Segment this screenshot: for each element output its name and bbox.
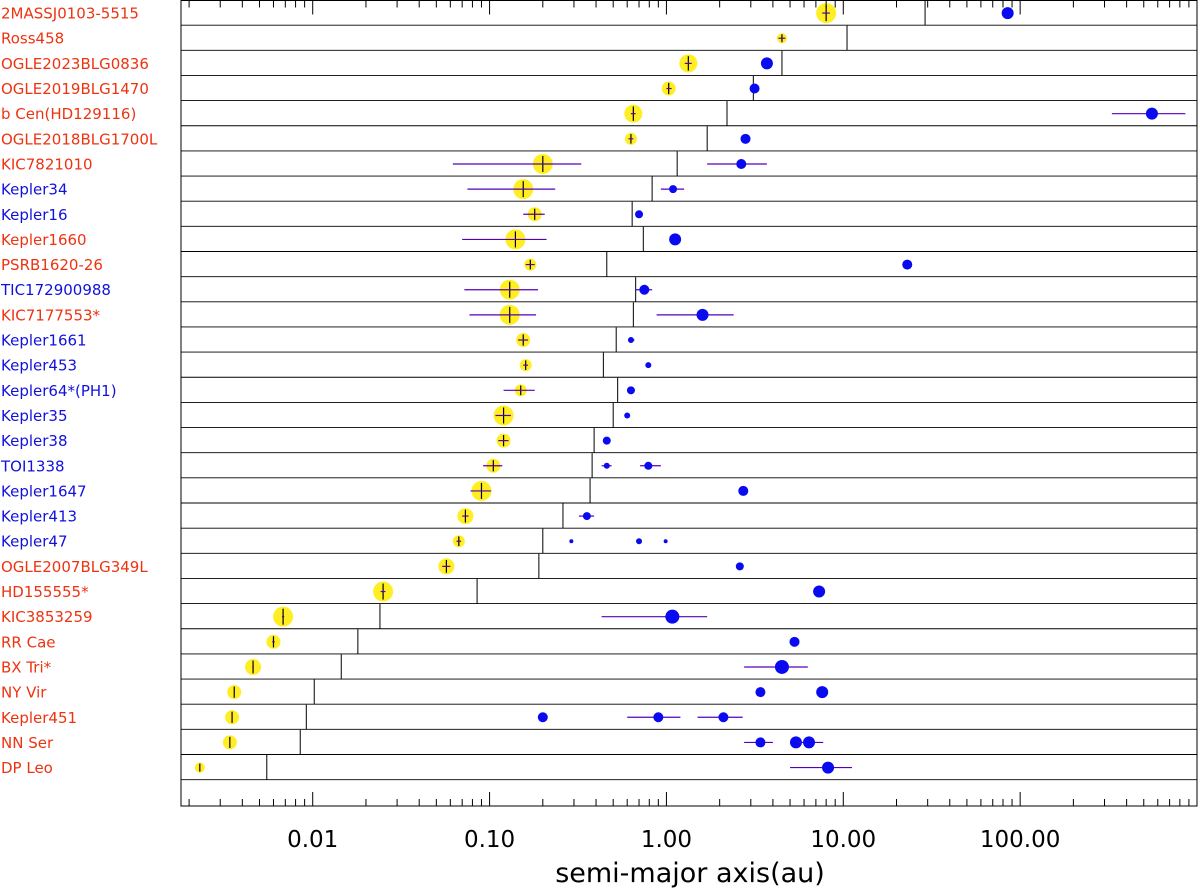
planet-marker [813,585,826,598]
x-tick-label: 100.00 [980,827,1060,853]
x-tick-label: 10.00 [810,827,876,853]
system-label: Kepler35 [1,407,68,425]
x-tick-label: 1.00 [641,827,692,853]
system-label: NN Ser [1,734,54,752]
data-marks [194,3,1186,774]
planet-marker [738,485,749,496]
planet-marker [569,539,574,544]
planet-marker [602,436,611,445]
system-label: NY Vir [1,684,47,702]
planet-marker [902,259,913,270]
planet-marker [735,562,744,571]
system-label: 2MASSJ0103-5515 [1,5,139,23]
system-label: Kepler1661 [1,332,87,350]
x-axis-title: semi-major axis(au) [555,858,825,889]
planet-marker [624,412,631,419]
system-label: OGLE2019BLG1470 [1,80,149,98]
system-label: KIC7177553* [1,306,101,324]
planet-marker [696,308,709,321]
system-label: Kepler16 [1,206,68,224]
planet-marker [653,712,664,723]
system-label: Kepler38 [1,432,68,450]
x-tick-label: 0.01 [287,827,338,853]
system-label: b Cen(HD129116) [1,105,136,123]
system-label: BX Tri* [1,658,52,676]
planet-marker [663,539,668,544]
planet-marker [644,461,653,470]
system-label: Kepler413 [1,508,77,526]
system-label: OGLE2007BLG349L [1,558,148,576]
system-label: RR Cae [1,633,56,651]
system-label: KIC7821010 [1,155,93,173]
x-axis: 0.01 0.10 1.00 10.00 100.00 [180,0,1198,853]
planet-marker [736,158,747,169]
planet-marker [749,83,760,94]
system-label: PSRB1620-26 [1,256,103,274]
planet-marker [669,185,678,194]
system-label: Kepler47 [1,533,68,551]
planet-marker [603,462,610,469]
planet-marker [669,233,682,246]
system-label: Kepler451 [1,709,77,727]
planet-marker [789,736,802,749]
planet-marker [816,686,829,699]
x-tick-label: 0.10 [464,827,515,853]
planet-marker [537,712,548,723]
planet-marker [627,337,634,344]
planet-marker [822,761,835,774]
planet-marker [803,736,816,749]
planet-marker [639,284,650,295]
system-labels: 2MASSJ0103-5515 Ross458 OGLE2023BLG0836 OGL… [0,5,158,778]
system-label: Kepler1660 [1,231,87,249]
planet-marker [740,133,751,144]
planet-marker [626,386,635,395]
planet-marker [665,609,680,624]
system-label: TIC172900988 [0,281,111,299]
planet-marker [1145,107,1158,120]
system-label: Kepler34 [1,181,68,199]
system-label: DP Leo [1,759,53,777]
planet-marker [755,737,766,748]
planet-marker [1001,7,1014,20]
system-label: TOI1338 [0,457,65,475]
plot-rows [181,0,1197,781]
system-label: OGLE2018BLG1700L [1,130,158,148]
system-label: HD155555* [1,583,89,601]
planet-marker [645,362,652,369]
plot-frame [180,0,1198,807]
system-label: Kepler1647 [1,482,87,500]
planet-marker [635,210,644,219]
system-label: OGLE2023BLG0836 [1,55,149,73]
planet-marker [582,512,591,521]
system-label: KIC3853259 [1,608,93,626]
planet-marker [636,538,643,545]
planet-marker [789,636,800,647]
system-label: Kepler64*(PH1) [1,382,117,400]
system-label: Ross458 [1,30,64,48]
planet-marker [755,687,766,698]
planet-marker [760,57,773,70]
planet-marker [718,712,729,723]
planet-marker [774,659,789,674]
system-label: Kepler453 [1,357,77,375]
